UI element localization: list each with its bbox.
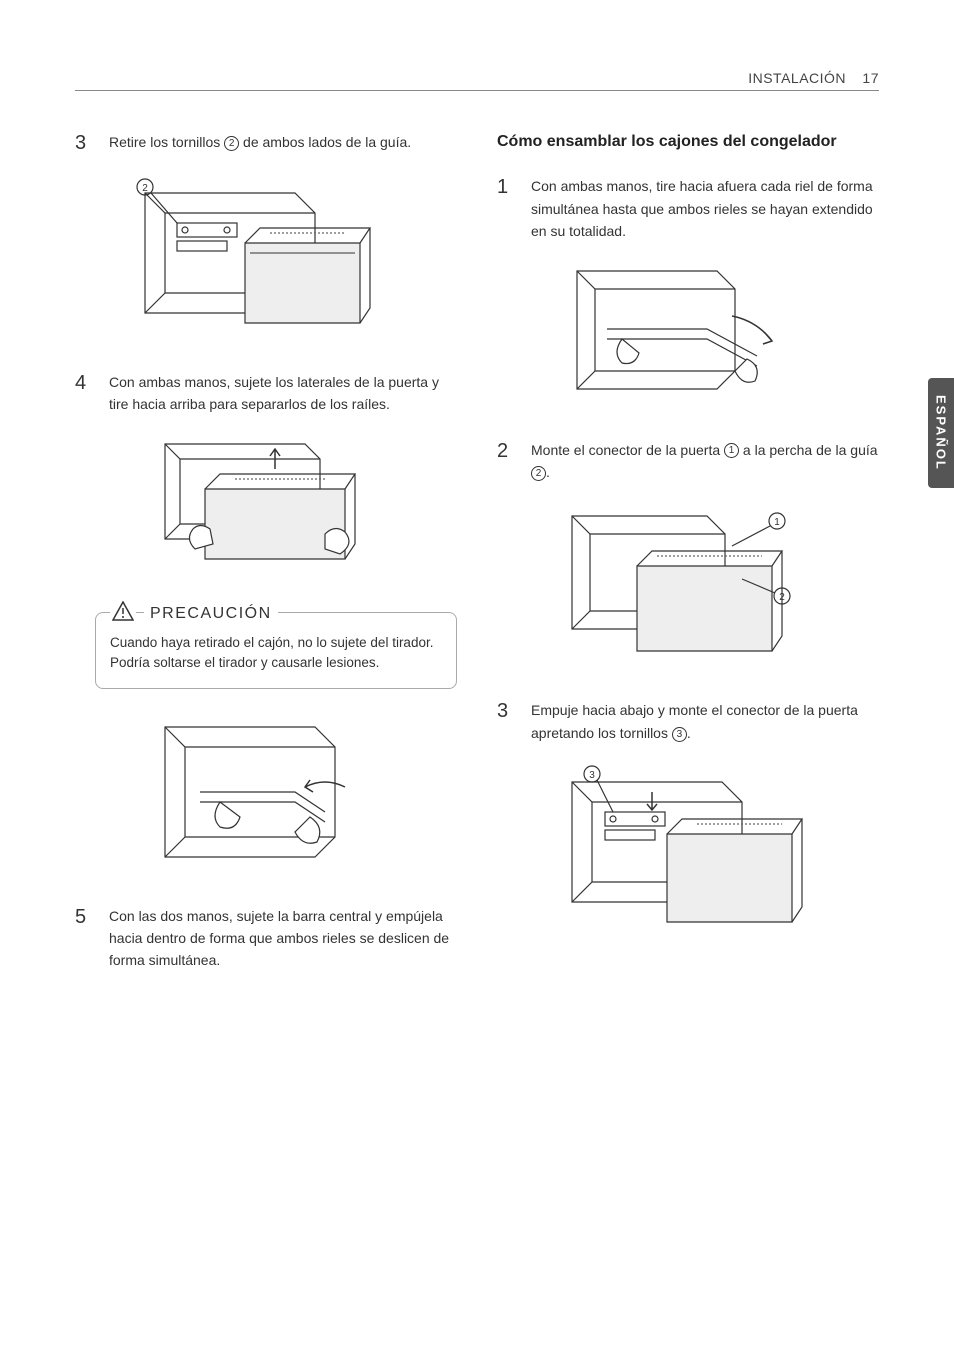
header-page-number: 17 [862, 70, 879, 86]
caution-label: PRECAUCIÓN [144, 602, 278, 626]
text-fragment: de ambos lados de la guía. [239, 134, 411, 150]
content-columns: 3 Retire los tornillos 2 de ambos lados … [75, 131, 879, 990]
language-side-tab: ESPAÑOL [928, 378, 954, 488]
illustration-push-rails [145, 717, 457, 877]
illustration-mount-connector: 1 2 [557, 501, 879, 671]
page-header: INSTALACIÓN 17 [75, 70, 879, 91]
caution-text: Cuando haya retirado el cajón, no lo suj… [110, 633, 442, 674]
step-number: 4 [75, 371, 95, 416]
step-text: Con las dos manos, sujete la barra centr… [109, 905, 457, 972]
text-fragment: Retire los tornillos [109, 134, 224, 150]
language-label: ESPAÑOL [934, 395, 949, 471]
right-step-3: 3 Empuje hacia abajo y monte el conector… [497, 699, 879, 744]
svg-text:3: 3 [589, 770, 595, 781]
svg-text:1: 1 [774, 517, 780, 528]
right-column: Cómo ensamblar los cajones del congelado… [497, 131, 879, 990]
left-step-5: 5 Con las dos manos, sujete la barra cen… [75, 905, 457, 972]
callout-ref-icon: 1 [724, 443, 739, 458]
right-step-2: 2 Monte el conector de la puerta 1 a la … [497, 439, 879, 484]
text-fragment: . [687, 725, 691, 741]
text-fragment: Empuje hacia abajo y monte el conector d… [531, 702, 858, 740]
section-title: Cómo ensamblar los cajones del congelado… [497, 131, 879, 153]
warning-triangle-icon [110, 601, 136, 627]
step-text: Con ambas manos, tire hacia afuera cada … [531, 175, 879, 242]
step-number: 1 [497, 175, 517, 242]
step-number: 3 [497, 699, 517, 744]
step-text: Retire los tornillos 2 de ambos lados de… [109, 131, 411, 155]
header-section: INSTALACIÓN [748, 70, 846, 86]
step-text: Empuje hacia abajo y monte el conector d… [531, 699, 879, 744]
step-number: 5 [75, 905, 95, 972]
right-step-1: 1 Con ambas manos, tire hacia afuera cad… [497, 175, 879, 242]
callout-ref-icon: 2 [224, 136, 239, 151]
step-number: 3 [75, 131, 95, 155]
illustration-push-down-screws: 3 [547, 762, 879, 942]
caution-rule [286, 613, 442, 614]
caution-header: PRECAUCIÓN [110, 601, 442, 627]
left-step-3: 3 Retire los tornillos 2 de ambos lados … [75, 131, 457, 155]
step-text: Con ambas manos, sujete los laterales de… [109, 371, 457, 416]
illustration-drawer-screws: 2 [115, 173, 457, 343]
text-fragment: a la percha de la guía [739, 442, 878, 458]
callout-ref-icon: 2 [531, 466, 546, 481]
illustration-lift-drawer [145, 434, 457, 584]
svg-text:2: 2 [142, 183, 148, 194]
left-column: 3 Retire los tornillos 2 de ambos lados … [75, 131, 457, 990]
step-text: Monte el conector de la puerta 1 a la pe… [531, 439, 879, 484]
callout-ref-icon: 3 [672, 727, 687, 742]
left-step-4: 4 Con ambas manos, sujete los laterales … [75, 371, 457, 416]
illustration-pull-rails [557, 261, 879, 411]
svg-text:2: 2 [779, 592, 785, 603]
step-number: 2 [497, 439, 517, 484]
text-fragment: Monte el conector de la puerta [531, 442, 724, 458]
text-fragment: . [546, 464, 550, 480]
caution-box: PRECAUCIÓN Cuando haya retirado el cajón… [95, 612, 457, 689]
